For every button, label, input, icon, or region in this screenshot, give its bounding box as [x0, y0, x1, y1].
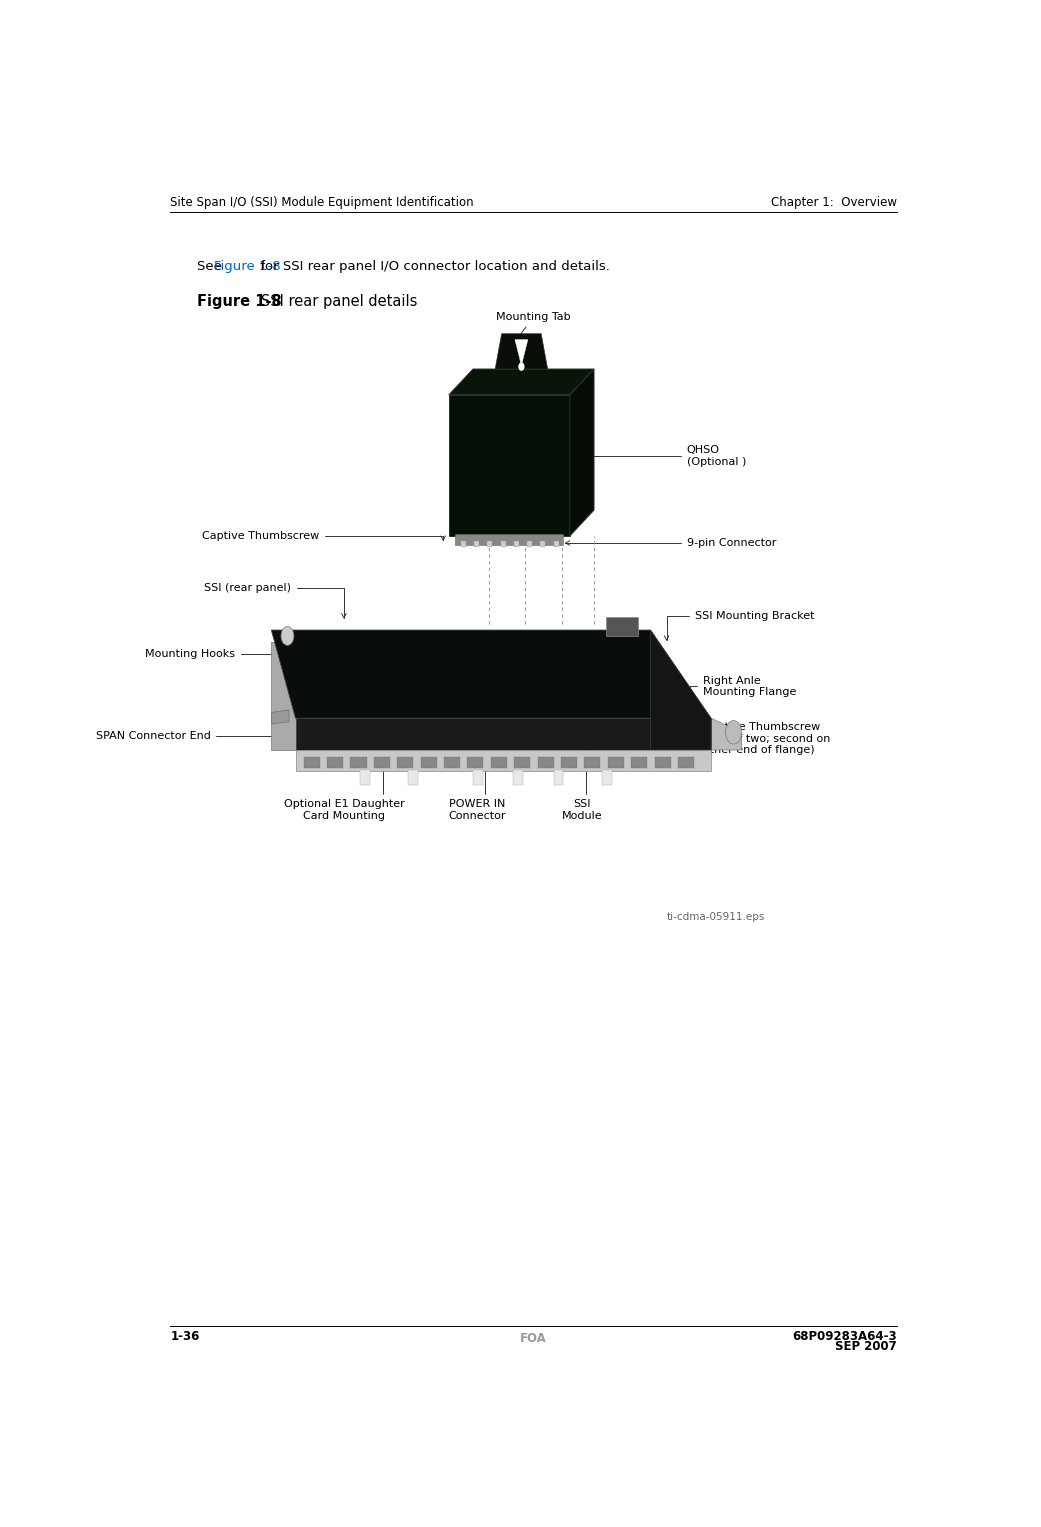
- Text: Site Span I/O (SSI) Module Equipment Identification: Site Span I/O (SSI) Module Equipment Ide…: [171, 195, 474, 209]
- Polygon shape: [515, 339, 528, 365]
- Polygon shape: [496, 334, 548, 370]
- FancyBboxPatch shape: [561, 757, 577, 768]
- Text: 1-36: 1-36: [171, 1330, 200, 1342]
- Text: SEP 2007: SEP 2007: [835, 1341, 896, 1353]
- FancyBboxPatch shape: [514, 541, 518, 547]
- FancyBboxPatch shape: [655, 757, 670, 768]
- FancyBboxPatch shape: [421, 757, 437, 768]
- FancyBboxPatch shape: [487, 541, 492, 547]
- Text: ti-cdma-05911.eps: ti-cdma-05911.eps: [666, 912, 765, 922]
- FancyBboxPatch shape: [473, 770, 483, 785]
- FancyBboxPatch shape: [527, 541, 532, 547]
- FancyBboxPatch shape: [631, 757, 648, 768]
- Text: Right Anle
Mounting Flange: Right Anle Mounting Flange: [688, 675, 796, 698]
- FancyBboxPatch shape: [455, 533, 563, 545]
- FancyBboxPatch shape: [408, 770, 418, 785]
- Text: Optional E1 Daughter
Card Mounting: Optional E1 Daughter Card Mounting: [283, 765, 404, 822]
- Text: Captive Thumbscrew
(one of two; second on
other end of flange): Captive Thumbscrew (one of two; second o…: [692, 722, 831, 754]
- Text: Mounting Tab: Mounting Tab: [497, 312, 570, 348]
- FancyBboxPatch shape: [467, 757, 483, 768]
- FancyBboxPatch shape: [398, 757, 413, 768]
- Polygon shape: [651, 631, 711, 750]
- FancyBboxPatch shape: [360, 770, 370, 785]
- Polygon shape: [296, 750, 711, 771]
- Text: Chapter 1:  Overview: Chapter 1: Overview: [770, 195, 896, 209]
- Text: for SSI rear panel I/O connector location and details.: for SSI rear panel I/O connector locatio…: [256, 260, 610, 273]
- FancyBboxPatch shape: [602, 770, 612, 785]
- Polygon shape: [711, 718, 741, 750]
- Circle shape: [726, 721, 741, 744]
- FancyBboxPatch shape: [513, 770, 523, 785]
- Text: QHSO
(Optional ): QHSO (Optional ): [578, 446, 746, 467]
- FancyBboxPatch shape: [490, 757, 507, 768]
- FancyBboxPatch shape: [584, 757, 601, 768]
- Polygon shape: [449, 395, 569, 536]
- Text: SSI rear panel details: SSI rear panel details: [247, 295, 417, 308]
- Text: See: See: [197, 260, 226, 273]
- FancyBboxPatch shape: [374, 757, 390, 768]
- Polygon shape: [272, 710, 289, 724]
- Polygon shape: [449, 370, 594, 395]
- Text: Figure 1-8: Figure 1-8: [213, 260, 280, 273]
- Text: Mounting Hooks: Mounting Hooks: [145, 649, 308, 661]
- FancyBboxPatch shape: [608, 757, 624, 768]
- Text: Figure 1-8: Figure 1-8: [197, 295, 282, 308]
- Text: SSI
Module: SSI Module: [561, 750, 603, 822]
- Text: POWER IN
Connector: POWER IN Connector: [449, 765, 506, 822]
- Text: 9-pin Connector: 9-pin Connector: [565, 538, 777, 548]
- Text: Captive Thumbscrew: Captive Thumbscrew: [202, 531, 446, 541]
- Circle shape: [281, 626, 294, 646]
- FancyBboxPatch shape: [537, 757, 554, 768]
- Text: SPAN Connector End: SPAN Connector End: [96, 731, 291, 741]
- FancyBboxPatch shape: [351, 757, 366, 768]
- Polygon shape: [569, 370, 594, 536]
- FancyBboxPatch shape: [461, 541, 465, 547]
- Polygon shape: [296, 718, 711, 750]
- FancyBboxPatch shape: [554, 770, 563, 785]
- Polygon shape: [272, 631, 711, 718]
- Circle shape: [519, 363, 524, 370]
- FancyBboxPatch shape: [474, 541, 479, 547]
- Polygon shape: [272, 641, 296, 750]
- Text: SSI (rear panel): SSI (rear panel): [204, 583, 347, 618]
- Text: FOA: FOA: [520, 1332, 547, 1345]
- FancyBboxPatch shape: [606, 617, 638, 635]
- FancyBboxPatch shape: [327, 757, 344, 768]
- FancyBboxPatch shape: [501, 541, 506, 547]
- FancyBboxPatch shape: [514, 757, 530, 768]
- FancyBboxPatch shape: [554, 541, 559, 547]
- Text: 68P09283A64-3: 68P09283A64-3: [792, 1330, 896, 1342]
- FancyBboxPatch shape: [443, 757, 460, 768]
- FancyBboxPatch shape: [304, 757, 320, 768]
- FancyBboxPatch shape: [540, 541, 545, 547]
- Text: SSI Mounting Bracket: SSI Mounting Bracket: [664, 611, 814, 640]
- FancyBboxPatch shape: [678, 757, 694, 768]
